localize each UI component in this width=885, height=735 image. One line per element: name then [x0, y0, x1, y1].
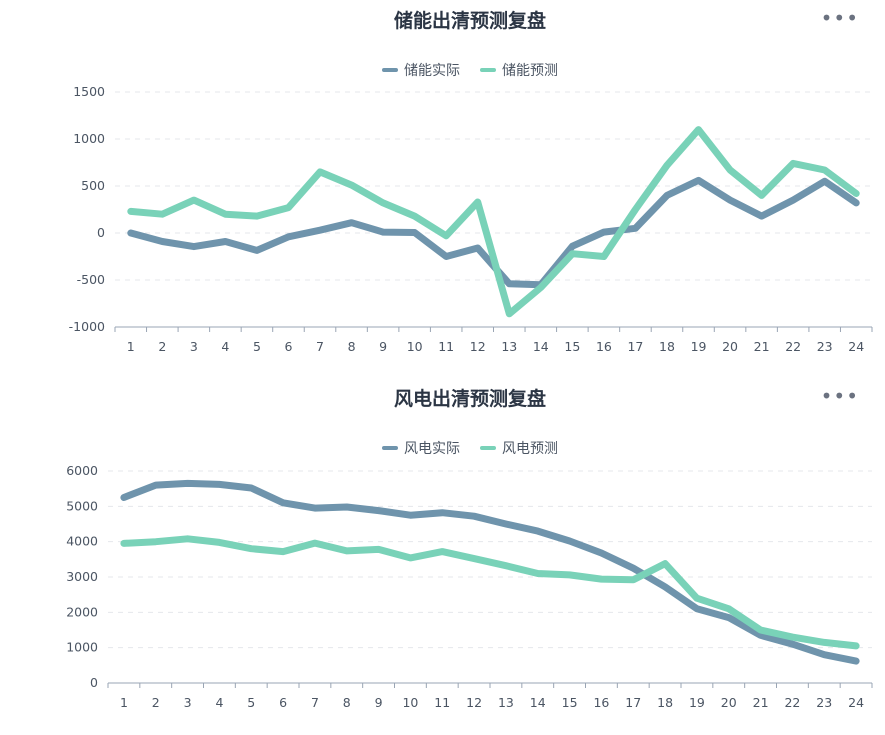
- x-tick-label: 16: [596, 339, 612, 354]
- x-tick-label: 16: [593, 695, 609, 710]
- x-tick-label: 21: [753, 695, 769, 710]
- y-tick-label: 1500: [73, 84, 105, 99]
- x-tick-label: 20: [722, 339, 738, 354]
- series-line-2[interactable]: [120, 535, 860, 650]
- y-tick-label: 0: [90, 675, 98, 690]
- x-tick-label: 18: [659, 339, 675, 354]
- x-tick-label: 23: [817, 339, 833, 354]
- x-tick-label: 1: [120, 695, 128, 710]
- x-tick-label: 11: [434, 695, 450, 710]
- y-tick-label: -500: [77, 272, 105, 287]
- more-options-icon[interactable]: •••: [820, 6, 859, 30]
- x-tick-label: 4: [215, 695, 223, 710]
- x-tick-label: 12: [466, 695, 482, 710]
- x-tick-label: 21: [754, 339, 770, 354]
- x-tick-label: 5: [247, 695, 255, 710]
- y-tick-label: 3000: [66, 569, 98, 584]
- x-tick-label: 22: [785, 339, 801, 354]
- x-tick-label: 6: [285, 339, 293, 354]
- legend-label: 风电预测: [502, 441, 558, 457]
- y-tick-label: 500: [81, 178, 105, 193]
- x-tick-label: 7: [316, 339, 324, 354]
- x-tick-label: 13: [498, 695, 514, 710]
- y-tick-label: 6000: [66, 463, 98, 478]
- x-tick-label: 9: [379, 339, 387, 354]
- y-tick-label: 5000: [66, 498, 98, 513]
- x-tick-label: 10: [402, 695, 418, 710]
- y-tick-label: 1000: [66, 640, 98, 655]
- legend-swatch-icon: [382, 68, 398, 72]
- x-tick-label: 24: [848, 339, 864, 354]
- x-tick-label: 8: [343, 695, 351, 710]
- legend: 风电实际 风电预测: [0, 438, 885, 458]
- x-tick-label: 6: [279, 695, 287, 710]
- chart-panel-wind: 风电出清预测复盘 ••• 风电实际 风电预测 0 1000 2000 3000 4000…: [0, 378, 885, 735]
- legend-item-series-2[interactable]: 风电预测: [480, 438, 558, 458]
- x-tick-label: 3: [184, 695, 192, 710]
- x-tick-label: 12: [470, 339, 486, 354]
- legend-label: 储能实际: [404, 63, 460, 79]
- legend: 储能实际 储能预测: [0, 60, 885, 80]
- x-tick-label: 19: [691, 339, 707, 354]
- chart-title: 储能出清预测复盘: [393, 10, 546, 32]
- x-tick-label: 10: [407, 339, 423, 354]
- series-line-2[interactable]: [127, 126, 860, 318]
- legend-label: 储能预测: [502, 63, 558, 79]
- y-tick-label: 1000: [73, 131, 105, 146]
- chart-panel-storage: 储能出清预测复盘 ••• 储能实际 储能预测 -1000 -500 0 500 1000…: [0, 6, 885, 354]
- x-tick-label: 17: [625, 695, 641, 710]
- x-tick-label: 2: [158, 339, 166, 354]
- x-tick-label: 13: [501, 339, 517, 354]
- x-tick-label: 8: [348, 339, 356, 354]
- x-tick-label: 5: [253, 339, 261, 354]
- x-tick-label: 15: [562, 695, 578, 710]
- y-tick-label: -1000: [69, 319, 105, 334]
- legend-swatch-icon: [480, 68, 496, 72]
- series-line-1[interactable]: [120, 479, 860, 665]
- legend-swatch-icon: [480, 446, 496, 450]
- legend-swatch-icon: [382, 446, 398, 450]
- legend-item-series-1[interactable]: 风电实际: [382, 438, 460, 458]
- y-tick-label: 4000: [66, 534, 98, 549]
- x-tick-label: 19: [689, 695, 705, 710]
- x-tick-label: 1: [127, 339, 135, 354]
- legend-item-series-2[interactable]: 储能预测: [480, 60, 558, 80]
- chart-title: 风电出清预测复盘: [393, 388, 546, 410]
- x-tick-label: 11: [438, 339, 454, 354]
- x-tick-label: 14: [533, 339, 549, 354]
- y-tick-label: 0: [97, 225, 105, 240]
- legend-item-series-1[interactable]: 储能实际: [382, 60, 460, 80]
- x-tick-label: 23: [816, 695, 832, 710]
- x-tick-label: 15: [564, 339, 580, 354]
- more-options-icon[interactable]: •••: [820, 384, 859, 408]
- x-tick-label: 14: [530, 695, 546, 710]
- x-tick-label: 18: [657, 695, 673, 710]
- x-tick-label: 22: [784, 695, 800, 710]
- y-tick-label: 2000: [66, 604, 98, 619]
- x-tick-label: 20: [721, 695, 737, 710]
- x-tick-label: 7: [311, 695, 319, 710]
- x-tick-label: 9: [375, 695, 383, 710]
- x-tick-label: 17: [627, 339, 643, 354]
- x-tick-label: 2: [152, 695, 160, 710]
- x-tick-label: 24: [848, 695, 864, 710]
- x-tick-label: 4: [221, 339, 229, 354]
- x-tick-label: 3: [190, 339, 198, 354]
- legend-label: 风电实际: [404, 441, 460, 457]
